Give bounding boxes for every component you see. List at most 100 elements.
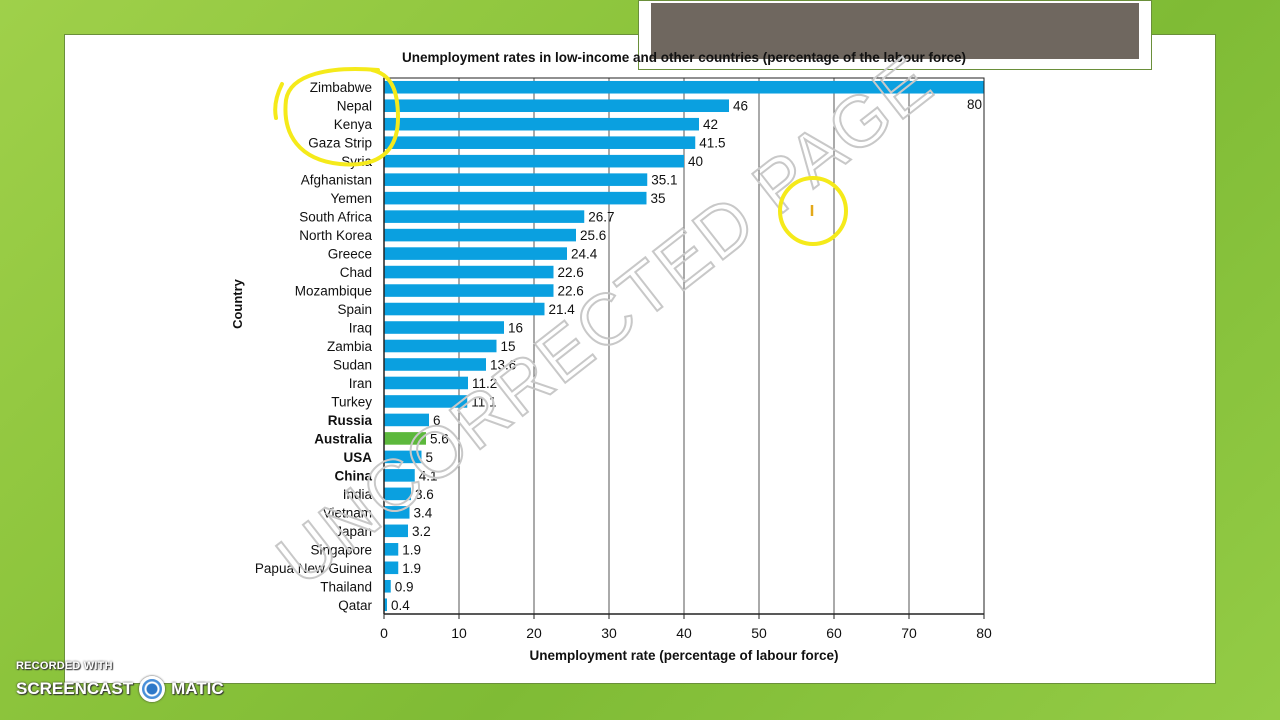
category-label-spain: Spain [337,302,372,317]
x-tick-label-60: 60 [826,625,842,641]
value-label-thailand: 0.9 [395,579,414,594]
value-label-qatar: 0.4 [391,598,410,613]
x-tick-label-50: 50 [751,625,767,641]
bar-greece [384,247,567,260]
category-label-yemen: Yemen [330,191,372,206]
category-label-afghanistan: Afghanistan [301,173,372,188]
bar-spain [384,302,545,316]
bar-zambia [384,339,497,353]
bar-russia [384,413,429,427]
x-axis-label: Unemployment rate (percentage of labour … [529,648,838,663]
value-label-singapore: 1.9 [402,542,421,557]
bar-thailand [384,579,391,593]
category-label-china: China [334,468,372,483]
bar-afghanistan [384,173,648,186]
bar-yemen [384,191,647,205]
dark-placeholder-fill [651,3,1139,59]
value-label-russia: 6 [433,413,441,428]
bar-japan [384,524,408,538]
value-label-chad: 22.6 [558,265,584,280]
x-tick-label-70: 70 [901,625,917,641]
category-label-vietnam: Vietnam [323,505,372,520]
category-label-sudan: Sudan [333,357,372,372]
category-label-thailand: Thailand [320,579,372,594]
category-label-australia: Australia [314,431,372,446]
value-label-nepal: 46 [733,99,748,114]
bar-iran [384,376,468,390]
value-label-japan: 3.2 [412,524,431,539]
x-tick-label-80: 80 [976,625,992,641]
bar-nepal [384,99,729,113]
category-label-zambia: Zambia [327,339,373,354]
bar-qatar [384,598,387,612]
screencast-watermark: RECORDED WITH SCREENCAST MATIC [16,660,224,702]
value-label-north-korea: 25.6 [580,228,606,243]
value-label-usa: 5 [426,450,434,465]
category-label-mozambique: Mozambique [295,284,372,299]
bar-south-africa [384,210,585,223]
value-label-turkey: 11.1 [471,394,496,409]
value-label-iraq: 16 [508,321,523,336]
x-tick-label-20: 20 [526,625,542,641]
x-tick-label-40: 40 [676,625,692,641]
value-label-iran: 11.2 [472,376,497,391]
recorded-with-text: RECORDED WITH [16,660,113,672]
value-label-zambia: 15 [501,339,516,354]
value-label-yemen: 35 [651,191,666,206]
x-tick-label-0: 0 [380,625,388,641]
x-tick-label-10: 10 [451,625,467,641]
value-label-greece: 24.4 [571,247,598,262]
value-label-india: 3.6 [415,487,434,502]
bar-syria [384,154,684,168]
x-tick-labels: 0 10 20 30 40 50 60 70 80 [380,625,992,641]
category-label-japan: Japan [335,524,372,539]
category-label-kenya: Kenya [334,117,373,132]
value-label-australia: 5.6 [430,431,449,446]
bar-china [384,469,415,482]
category-label-papua-new-guinea: Papua New Guinea [255,561,373,576]
value-label-south-africa: 26.7 [588,210,614,225]
bar-north-korea [384,228,576,242]
value-label-sudan: 13.6 [490,357,516,372]
bar-sudan [384,358,486,371]
bar-usa [384,450,422,464]
value-label-mozambique: 22.6 [558,284,584,299]
x-tick-label-30: 30 [601,625,617,641]
bars [384,80,984,612]
bar-turkey [384,395,468,408]
bar-vietnam [384,506,410,519]
cursor-highlight-circle [778,176,848,246]
screencast-text: SCREENCAST [16,679,134,698]
value-label-afghanistan: 35.1 [651,173,677,188]
category-label-greece: Greece [328,247,372,262]
category-label-russia: Russia [328,413,373,428]
value-label-kenya: 42 [703,117,718,132]
category-label-usa: USA [343,450,372,465]
category-label-nepal: Nepal [337,99,372,114]
highlight-scribble [273,67,401,167]
category-label-zimbabwe: Zimbabwe [310,80,372,95]
bar-iraq [384,321,504,334]
value-labels: 80 46 42 41.5 40 35.1 35 26.7 25.6 24.4 22.6 22.6 21… [391,97,982,613]
value-label-zimbabwe: 80 [967,97,982,112]
bar-papua-new-guinea [384,561,399,575]
bar-mozambique [384,284,554,297]
category-label-iraq: Iraq [349,321,372,336]
category-label-turkey: Turkey [331,394,372,409]
y-axis-label: Country [230,278,245,329]
matic-text: MATIC [171,679,224,698]
bar-kenya [384,117,699,131]
value-label-papua-new-guinea: 1.9 [402,561,421,576]
bar-chad [384,265,554,279]
value-label-spain: 21.4 [549,302,576,317]
value-label-china: 4.1 [419,468,438,483]
category-label-chad: Chad [340,265,372,280]
category-label-india: India [343,487,373,502]
bar-australia [384,432,426,445]
bar-singapore [384,543,399,556]
category-label-singapore: Singapore [310,542,372,557]
category-label-north-korea: North Korea [299,228,372,243]
value-label-gaza-strip: 41.5 [699,136,725,151]
